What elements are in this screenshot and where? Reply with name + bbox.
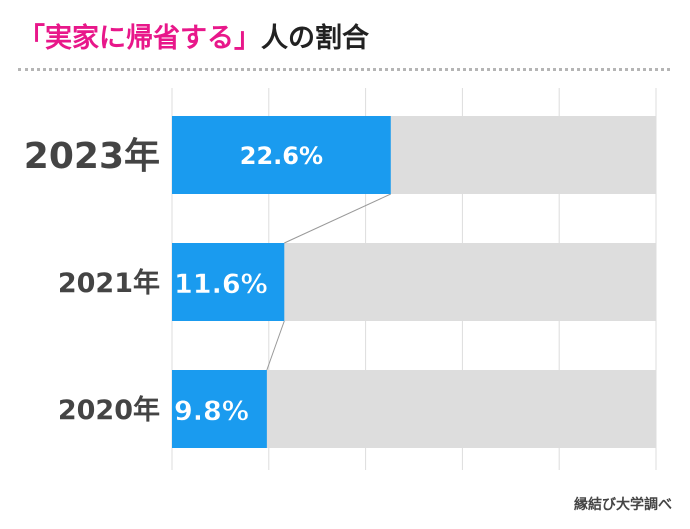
- bar: [172, 370, 267, 448]
- category-label: 2023年: [24, 136, 160, 177]
- connector-line: [284, 193, 391, 244]
- bar-value-label: 22.6%: [240, 142, 323, 170]
- category-label: 2020年: [58, 394, 160, 426]
- connector-line: [266, 320, 285, 371]
- bar-value-label: 11.6%: [174, 269, 268, 300]
- source-credit: 縁結び大学調べ: [574, 497, 672, 513]
- bar: [172, 116, 391, 194]
- bar: [172, 243, 285, 321]
- chart-title-rest: 人の割合: [261, 23, 369, 54]
- chart-title: 「実家に帰省する」人の割合: [18, 16, 369, 55]
- category-label: 2021年: [58, 267, 160, 299]
- chart-title-highlight: 「実家に帰省する」: [18, 23, 261, 54]
- bar-value-label: 9.8%: [174, 396, 249, 427]
- title-divider: [18, 68, 670, 71]
